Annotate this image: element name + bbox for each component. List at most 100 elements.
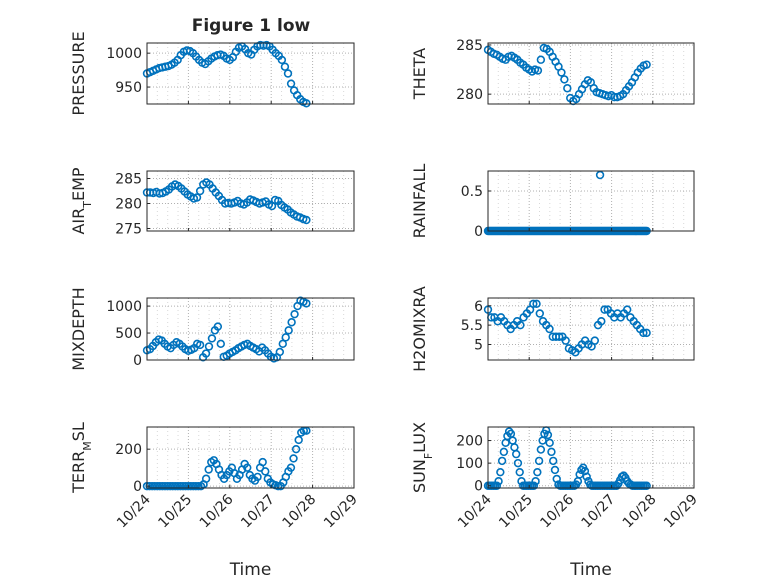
y-tick-label: 500 xyxy=(115,326,142,342)
data-point xyxy=(622,305,632,314)
data-point xyxy=(160,481,170,491)
subplot-pressure: 950 1000 PRESSURE xyxy=(69,31,355,116)
data-point xyxy=(511,449,521,459)
data-point xyxy=(543,430,553,440)
data-point xyxy=(302,215,311,225)
data-point xyxy=(499,447,509,457)
data-point xyxy=(302,99,311,108)
data-point xyxy=(549,456,558,466)
subplot-mixdepth: 0 500 1000 MIXDEPTH xyxy=(69,287,355,371)
data-point xyxy=(261,467,270,476)
data-point xyxy=(284,326,293,335)
data-point xyxy=(557,68,566,77)
x-axis-label: Time xyxy=(229,560,272,580)
data-point xyxy=(535,309,544,318)
data-point xyxy=(280,62,290,71)
y-axis-label: TERRMSL xyxy=(69,422,94,494)
axes-box xyxy=(487,426,695,489)
data-point xyxy=(204,465,213,474)
data-point xyxy=(513,458,523,468)
data-point xyxy=(529,299,538,309)
data-point xyxy=(171,481,180,491)
y-tick-label: 1000 xyxy=(106,299,142,315)
data-point xyxy=(497,456,507,466)
y-tick-label: 285 xyxy=(115,172,142,188)
data-point xyxy=(582,472,591,481)
data-point xyxy=(533,467,542,477)
data-point xyxy=(536,445,546,454)
data-point xyxy=(195,186,205,196)
data-point xyxy=(550,465,560,475)
data-point xyxy=(163,481,172,491)
data-point xyxy=(290,309,299,319)
data-point xyxy=(563,84,572,93)
data-point xyxy=(516,320,525,330)
x-axis-label: Time xyxy=(569,560,612,580)
data-point xyxy=(600,305,609,314)
data-point xyxy=(145,481,154,491)
data-point xyxy=(158,481,167,491)
y-tick-label: 0 xyxy=(133,353,142,369)
data-point xyxy=(213,322,223,331)
data-point xyxy=(189,481,198,491)
data-point xyxy=(258,457,267,467)
data-point xyxy=(168,481,177,491)
y-axis-label: SUNFLUX xyxy=(410,422,435,493)
data-point xyxy=(595,170,605,180)
data-point xyxy=(287,318,296,327)
data-point xyxy=(642,328,651,338)
axes-box xyxy=(146,297,355,361)
data-point xyxy=(492,481,502,490)
data-point xyxy=(173,481,183,491)
data-point xyxy=(555,332,564,341)
data-point xyxy=(283,69,293,78)
data-point xyxy=(597,317,606,326)
y-tick-label: 5 xyxy=(474,338,483,354)
subplot-theta: 280 285 THETA xyxy=(410,38,695,106)
data-point xyxy=(610,92,619,102)
axes-box xyxy=(487,42,695,105)
data-point xyxy=(545,324,554,334)
data-point xyxy=(561,336,570,345)
y-tick-label: 0 xyxy=(133,479,142,495)
axes-box xyxy=(146,170,355,232)
data-point xyxy=(186,481,195,491)
data-point xyxy=(207,334,217,343)
axes-box xyxy=(146,426,355,489)
y-tick-label: 280 xyxy=(115,197,142,213)
y-tick-label: 5.5 xyxy=(461,318,483,334)
data-point xyxy=(153,481,162,491)
data-point xyxy=(536,55,546,64)
y-tick-label: 950 xyxy=(115,80,142,96)
subplot-rainfall: 0 0.5 RAINFALL xyxy=(410,164,695,240)
y-axis-label: THETA xyxy=(410,48,429,100)
data-point xyxy=(532,299,541,309)
data-point xyxy=(275,347,285,357)
data-point xyxy=(294,435,303,445)
data-point xyxy=(496,467,505,477)
data-point xyxy=(201,474,211,483)
axes-box xyxy=(146,42,355,105)
data-point xyxy=(155,481,165,491)
data-point xyxy=(494,477,503,486)
y-tick-label: 1000 xyxy=(106,46,142,62)
y-tick-label: 200 xyxy=(456,434,483,450)
data-point xyxy=(243,463,252,472)
y-tick-label: 280 xyxy=(456,87,483,103)
data-point xyxy=(534,456,544,466)
data-point xyxy=(642,60,651,69)
data-point xyxy=(216,339,225,349)
data-point xyxy=(278,339,287,349)
data-point xyxy=(639,328,648,338)
y-tick-label: 100 xyxy=(456,456,483,472)
data-point xyxy=(195,340,205,350)
data-point xyxy=(176,481,185,491)
data-point xyxy=(547,447,556,457)
data-point xyxy=(545,438,554,448)
subplot-air_temp: 275 280 285 AIRTEMP xyxy=(69,167,355,238)
data-point xyxy=(531,477,540,486)
data-point xyxy=(165,481,175,491)
data-point xyxy=(150,481,159,491)
